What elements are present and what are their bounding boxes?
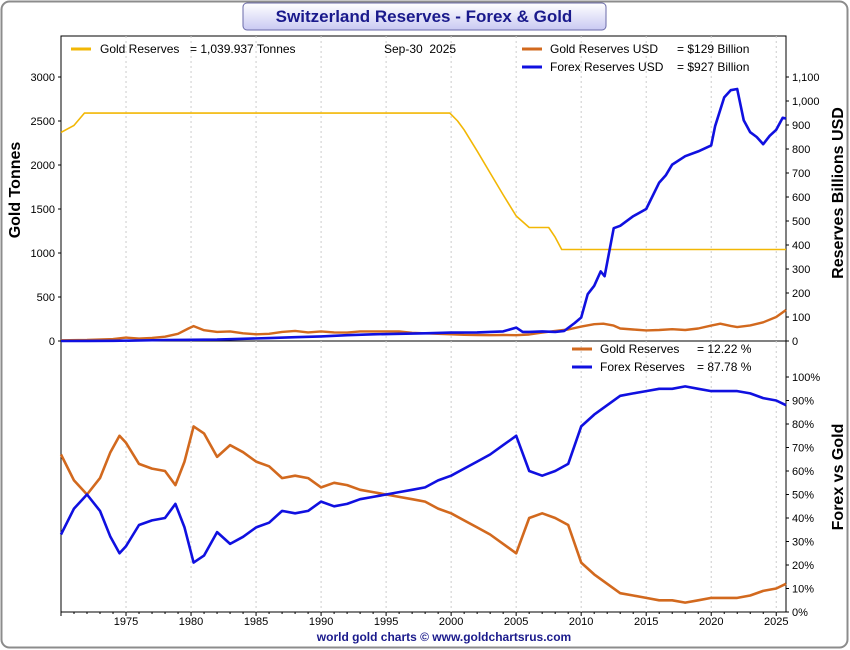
x-tick-label: 2025 <box>764 616 788 628</box>
right-tick-label-bottom: 100% <box>792 372 820 384</box>
bottom-plot-area <box>60 340 787 613</box>
right-tick-label-bottom: 60% <box>792 466 814 478</box>
bottom-series-lines <box>59 385 787 604</box>
forex-usd-line <box>60 87 787 343</box>
legend-label-forex-usd: Forex Reserves USD <box>550 60 664 74</box>
right-tick-label-top: 300 <box>792 264 810 276</box>
x-tick-label: 1985 <box>244 616 268 628</box>
top-gridlines <box>125 36 777 341</box>
x-tick-label: 2015 <box>634 616 658 628</box>
legend-label-forex-pct: Forex Reserves <box>600 360 685 374</box>
right-tick-label-top: 700 <box>792 168 810 180</box>
left-axis-ticks: 0 500 1000 1500 2000 2500 3000 <box>31 72 61 348</box>
bottom-gridlines <box>125 341 777 612</box>
right-tick-label-top: 900 <box>792 120 810 132</box>
left-tick-label: 2000 <box>31 160 55 172</box>
top-legend: Gold Reserves = 1,039.937 Tonnes Sep-30 … <box>71 42 749 74</box>
legend-date: Sep-30 2025 <box>384 42 456 56</box>
y-axis-label-right-bottom: Forex vs Gold <box>830 424 847 531</box>
right-tick-label-top: 100 <box>792 312 810 324</box>
legend-label-gold-pct: Gold Reserves <box>600 342 679 356</box>
x-axis-ticks: 1975 1980 1985 1990 1995 2000 2005 2010 2015 2020… <box>60 612 788 628</box>
gold-pct-line <box>59 425 787 604</box>
legend-label-gold-usd: Gold Reserves USD <box>550 42 658 56</box>
y-axis-label-left: Gold Tonnes <box>7 142 24 239</box>
left-tick-label: 2500 <box>31 116 55 128</box>
legend-label-gold-tonnes: Gold Reserves <box>100 42 179 56</box>
legend-value-forex-usd: = $927 Billion <box>677 60 749 74</box>
right-tick-label-top: 800 <box>792 144 810 156</box>
left-tick-label: 3000 <box>31 72 55 84</box>
legend-value-gold-tonnes: = 1,039.937 Tonnes <box>190 42 296 56</box>
left-tick-label: 500 <box>37 292 55 304</box>
legend-value-gold-usd: = $129 Billion <box>677 42 749 56</box>
top-plot-area <box>60 35 787 342</box>
forex-pct-line <box>59 385 787 564</box>
x-tick-label: 2020 <box>699 616 723 628</box>
y-axis-label-right-top: Reserves Billions USD <box>830 107 847 279</box>
right-tick-label-top: 1,000 <box>792 96 820 108</box>
x-tick-label: 1980 <box>179 616 203 628</box>
right-tick-label-top: 1,100 <box>792 72 820 84</box>
bottom-legend: Gold Reserves = 12.22 % Forex Reserves =… <box>572 342 752 374</box>
x-tick-label: 1990 <box>309 616 333 628</box>
right-tick-label-bottom: 80% <box>792 419 814 431</box>
x-tick-label: 2010 <box>569 616 593 628</box>
x-tick-label: 1995 <box>374 616 398 628</box>
right-tick-label-bottom: 10% <box>792 584 814 596</box>
right-tick-label-bottom: 0% <box>792 607 808 619</box>
x-tick-label: 1975 <box>114 616 138 628</box>
right-tick-label-top: 0 <box>792 336 798 348</box>
footer-credit: world gold charts © www.goldchartsrus.co… <box>316 630 571 644</box>
title-bar <box>242 2 607 31</box>
left-tick-label: 1500 <box>31 204 55 216</box>
right-tick-label-bottom: 50% <box>792 490 814 502</box>
chart-title: Switzerland Reserves - Forex & Gold <box>276 7 573 26</box>
right-tick-label-bottom: 30% <box>792 537 814 549</box>
right-tick-label-top: 500 <box>792 216 810 228</box>
right-tick-label-bottom: 90% <box>792 396 814 408</box>
right-tick-label-bottom: 20% <box>792 560 814 572</box>
legend-value-gold-pct: = 12.22 % <box>697 342 752 356</box>
x-tick-label: 2005 <box>504 616 528 628</box>
right-tick-label-top: 200 <box>792 288 810 300</box>
right-axis-ticks-bottom: 0% 10% 20% 30% 40% 50% 60% 70% 80% 90% 100% <box>786 372 820 619</box>
right-tick-label-bottom: 40% <box>792 513 814 525</box>
gold-tonnes-line <box>60 112 786 251</box>
right-tick-label-top: 600 <box>792 192 810 204</box>
legend-value-forex-pct: = 87.78 % <box>697 360 752 374</box>
top-series-lines <box>60 87 787 343</box>
left-tick-label: 1000 <box>31 248 55 260</box>
right-axis-ticks-top: 0 100 200 300 400 500 600 700 800 900 1,000 1,100 <box>786 72 820 348</box>
x-tick-label: 2000 <box>439 616 463 628</box>
right-tick-label-top: 400 <box>792 240 810 252</box>
left-tick-label: 0 <box>49 336 55 348</box>
right-tick-label-bottom: 70% <box>792 443 814 455</box>
